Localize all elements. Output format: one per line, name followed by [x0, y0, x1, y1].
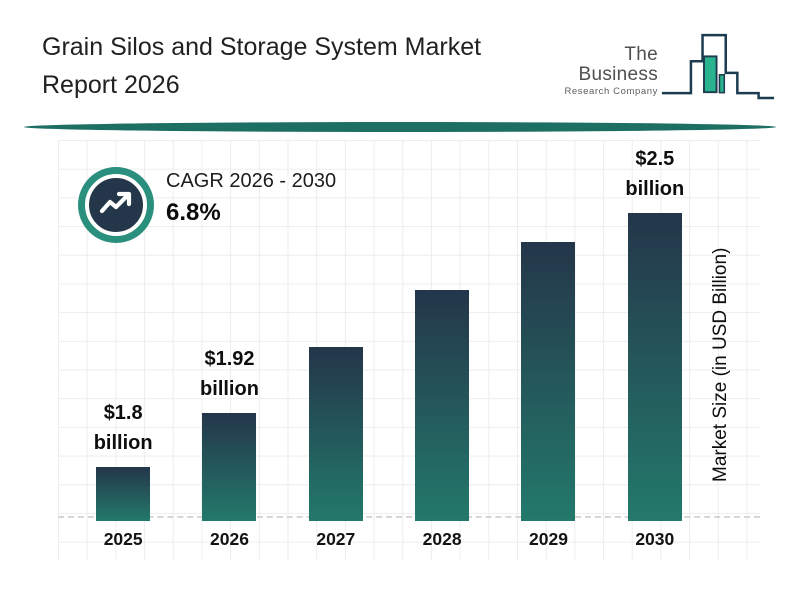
- bar-2028: [415, 290, 470, 521]
- bar-2029: [521, 242, 576, 521]
- cagr-badge: [85, 174, 147, 236]
- company-logo: The Business Research Company: [552, 22, 776, 114]
- bar-value-label-2025: $1.8 billion: [93, 402, 153, 454]
- x-axis-label-2028: 2028: [422, 529, 462, 549]
- company-logo-text: The Business Research Company: [552, 39, 658, 98]
- header-divider: [24, 122, 776, 132]
- company-logo-icon: [661, 33, 775, 100]
- page-title: Grain Silos and Storage System Market Re…: [42, 28, 572, 104]
- company-subname: Research Company: [564, 86, 658, 97]
- cagr-label: CAGR 2026 - 2030: [166, 170, 337, 192]
- bar-value-label-2026: $1.92 billion: [200, 348, 259, 400]
- x-axis-label-2027: 2027: [316, 529, 356, 549]
- chart-baseline: [58, 516, 760, 518]
- bar-2026: [202, 413, 257, 521]
- bar-2027: [308, 347, 363, 521]
- x-axis-label-2030: 2030: [635, 529, 675, 549]
- x-axis-label-2026: 2026: [210, 529, 249, 549]
- bar-slot-2025: $1.8 billion: [70, 398, 176, 521]
- bar-slot-2027: [283, 347, 389, 521]
- bar-2030: [627, 213, 682, 521]
- page-title-line1: Grain Silos and Storage System Market: [42, 33, 482, 61]
- page-title-line2: Report 2026: [42, 71, 180, 99]
- bar-chart: $1.8 billion $1.92 billion $2.5 billion: [70, 144, 708, 521]
- bar-slot-2026: $1.92 billion: [176, 344, 282, 521]
- bar-slot-2029: [495, 242, 601, 521]
- y-axis-title: Market Size (in USD Billion): [710, 247, 731, 483]
- bar-slot-2028: [389, 290, 495, 521]
- bar-2025: [96, 467, 151, 521]
- x-axis-label-2025: 2025: [103, 529, 143, 549]
- x-axis-labels: 2025 2026 2027 2028 2029 2030: [70, 529, 708, 550]
- cagr-annotation: CAGR 2026 - 2030 6.8%: [166, 170, 336, 227]
- cagr-value: 6.8%: [166, 199, 221, 226]
- company-name: The Business: [578, 44, 658, 85]
- bar-slot-2030: $2.5 billion: [602, 144, 708, 521]
- bar-value-label-2030: $2.5 billion: [625, 148, 685, 200]
- x-axis-label-2029: 2029: [529, 529, 568, 549]
- trend-up-icon: [99, 191, 132, 214]
